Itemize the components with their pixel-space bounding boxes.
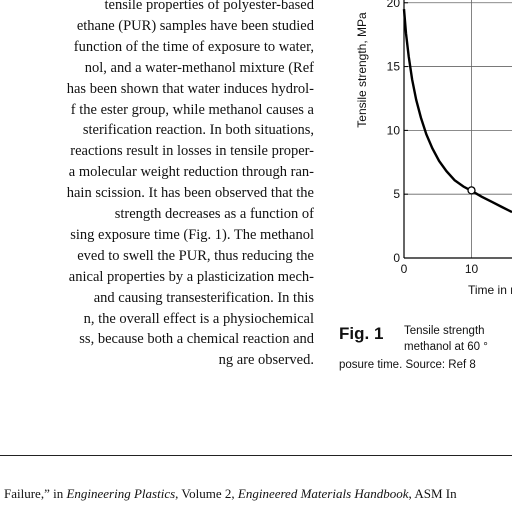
body-text-line: a molecular weight reduction through ran… xyxy=(68,164,314,181)
body-text-line: n, the overall effect is a physiochemica… xyxy=(83,310,314,327)
footnote-mid: , Volume 2, xyxy=(175,486,238,501)
body-text-line: ethane (PUR) samples have been studied xyxy=(76,17,314,34)
body-text-line: reactions result in losses in tensile pr… xyxy=(70,143,314,160)
y-tick-label: 10 xyxy=(387,123,401,137)
footnote-pre: Failure,” in xyxy=(4,486,67,501)
body-text-line: anical properties by a plasticization me… xyxy=(68,268,314,285)
x-tick-label: 0 xyxy=(401,262,408,276)
body-text-line: ng are observed. xyxy=(218,352,314,369)
body-text-line: strength decreases as a function of xyxy=(114,206,314,222)
y-tick-label: 15 xyxy=(387,60,401,74)
footnote-book-title: Engineering Plastics xyxy=(66,486,176,501)
caption-line-3: posure time. Source: Ref 8 xyxy=(339,359,476,371)
figure-label: Fig. 1 xyxy=(339,324,384,343)
data-series-line xyxy=(402,9,512,214)
body-text-line: nol, and a water-methanol mixture (Ref xyxy=(84,59,314,76)
footnote-post: , ASM In xyxy=(408,486,457,501)
x-axis-label: Time in me xyxy=(468,283,512,297)
figure-1-chart: 0 5 10 15 20 0 10 Tensile strength, MPa Time in … xyxy=(340,0,512,300)
body-text-column: tensile properties of polyester-based eth… xyxy=(0,0,322,382)
data-point-marker xyxy=(467,186,476,195)
footnote: Failure,” in Engineering Plastics, Volum… xyxy=(4,486,457,502)
body-text-line: and causing transesterification. In this xyxy=(93,289,314,306)
body-text-line: has been shown that water induces hydrol… xyxy=(66,80,314,97)
y-tick-label: 5 xyxy=(393,187,400,201)
x-tick-label: 10 xyxy=(465,262,479,276)
y-axis-label: Tensile strength, MPa xyxy=(355,12,369,128)
caption-line-2: methanol at 60 ° xyxy=(404,341,488,353)
y-tick-label: 20 xyxy=(387,0,401,10)
figure-caption: Fig. 1 Tensile strength methanol at 60 °… xyxy=(338,324,512,384)
body-text-line: function of the time of exposure to wate… xyxy=(73,38,314,55)
chart-svg: 0 5 10 15 20 0 10 Tensile strength, MPa Time in … xyxy=(355,0,512,297)
footnote-series-title: Engineered Materials Handbook xyxy=(237,486,409,501)
body-text-line: sterification reaction. In both situatio… xyxy=(82,122,314,139)
footnote-rule xyxy=(0,455,512,456)
body-text-line: hain scission. It has been observed that… xyxy=(66,185,314,202)
body-text-line: eved to swell the PUR, thus reducing the xyxy=(77,247,314,264)
caption-line-1: Tensile strength xyxy=(404,325,485,337)
body-text-line: tensile properties of polyester-based xyxy=(104,0,315,13)
body-text-line: f the ester group, while methanol causes… xyxy=(70,101,314,118)
body-text-line: ss, because both a chemical reaction and xyxy=(79,331,314,348)
body-text-line: sing exposure time (Fig. 1). The methano… xyxy=(70,226,314,243)
y-tick-label: 0 xyxy=(393,251,400,265)
